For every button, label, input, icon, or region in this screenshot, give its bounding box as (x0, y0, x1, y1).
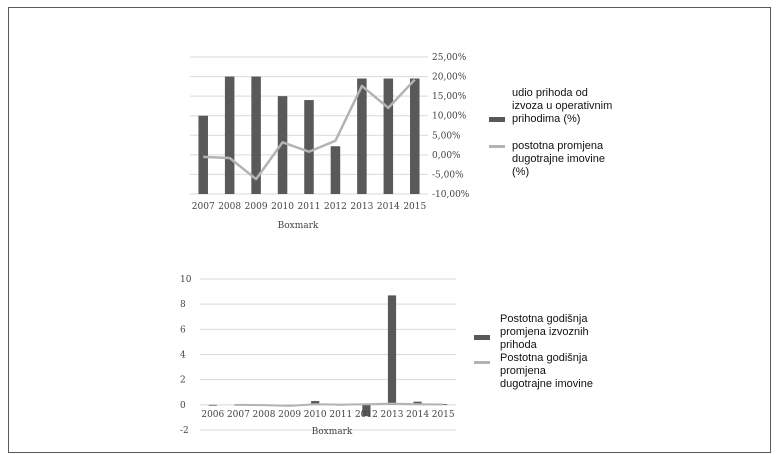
chart-1-x-tick-label: 2014 (377, 202, 400, 212)
chart-2-y-tick-label: 8 (180, 300, 186, 310)
chart-2-x-tick-label: 2010 (304, 410, 327, 420)
chart-2-y-tick-label: 4 (180, 351, 186, 361)
chart-2-bars (208, 295, 448, 417)
chart-1-y-tick-label: -5,00% (432, 170, 464, 180)
chart-1-legend-line-swatch (489, 145, 505, 148)
chart-2-legend-line-line-1: Postotna godišnja (500, 352, 588, 364)
chart-2-x-tick-label: 2008 (253, 410, 276, 420)
chart-2-legend-bar-line-3: prihoda (500, 339, 538, 351)
chart-2-x-tick-label: 2015 (432, 410, 455, 420)
chart-1-y-ticks: 25,00% 20,00% 15,00% 10,00% 5,00% 0,00% -5,00%… (432, 53, 470, 200)
chart-1-x-tick-label: 2009 (245, 202, 268, 212)
chart-2-legend-bar-swatch (474, 335, 490, 340)
chart-1-legend-line-line-2: dugotrajne imovine (512, 153, 605, 165)
chart-2-series-line (238, 402, 444, 407)
chart-2-legend-line-swatch (474, 361, 490, 364)
chart-2-bar (387, 295, 397, 405)
chart-2-y-tick-label: 2 (180, 376, 186, 386)
chart-1-x-tick-label: 2007 (192, 202, 215, 212)
chart-2-y-tick-label: 10 (180, 275, 192, 285)
chart-1-legend-line-line-1: postotna promjena (512, 140, 604, 152)
chart-1-y-tick-label: 10,00% (432, 112, 467, 122)
chart-1-y-tick-label: 20,00% (432, 73, 467, 83)
chart-2-x-ticks: 2006 2007 2008 2009 2010 2011 2012 2013 2014 2015 (201, 410, 455, 420)
chart-2-bar (439, 404, 448, 406)
chart-2-gridlines (200, 278, 456, 431)
chart-2-bar (208, 404, 217, 406)
chart-2-y-tick-label: 6 (180, 325, 186, 335)
chart-1-y-tick-label: 25,00% (432, 53, 467, 63)
chart-2-x-tick-label: 2013 (381, 410, 404, 420)
chart-2-legend-line-line-2: promjena (500, 365, 547, 377)
chart-2-x-tick-label: 2009 (278, 410, 301, 420)
chart-2-y-ticks: 10 8 6 4 2 0 -2 (180, 275, 192, 436)
chart-1-x-tick-label: 2011 (298, 202, 321, 212)
chart-1-x-axis-title: Boxmark (278, 221, 319, 231)
chart-1-bar (277, 96, 288, 194)
chart-1-bar (198, 115, 208, 194)
chart-2-legend-bar-line-2: promjena izvoznih (500, 326, 589, 338)
chart-1-y-tick-label: 5,00% (432, 131, 461, 141)
chart-1-legend-bar-line-2: izvoza u operativnim (512, 100, 612, 112)
chart-2-legend-line-line-3: dugotrajne imovine (500, 378, 593, 390)
chart-1-x-tick-label: 2010 (271, 202, 294, 212)
chart-1-x-ticks: 2007 2008 2009 2010 2011 2012 2013 2014 2015 (192, 202, 427, 212)
chart-2-y-tick-label: 0 (180, 401, 186, 411)
chart-1-line (203, 78, 416, 181)
chart-1-bar (410, 78, 420, 194)
chart-1-legend: udio prihoda od izvoza u operativnim pri… (489, 87, 612, 178)
chart-2-x-tick-label: 2014 (406, 410, 429, 420)
chart-2-legend-bar-line-1: Postotna godišnja (500, 313, 588, 325)
chart-1-bar (304, 100, 314, 194)
chart-2-line (238, 402, 444, 407)
chart-2-y-tick-label: -2 (180, 426, 189, 436)
chart-2-bar (311, 401, 320, 405)
chart-1-x-tick-label: 2008 (218, 202, 241, 212)
chart-1-x-tick-label: 2015 (403, 202, 426, 212)
chart-2-x-tick-label: 2012 (355, 410, 378, 420)
chart-2-legend: Postotna godišnja promjena izvoznih prih… (474, 313, 593, 390)
chart-2-x-tick-label: 2011 (329, 410, 352, 420)
chart-1-series-line (203, 78, 416, 181)
chart-1-bar (224, 76, 235, 194)
chart-1-bar (251, 76, 261, 194)
chart-2-x-tick-label: 2007 (227, 410, 250, 420)
chart-1-x-tick-label: 2012 (324, 202, 347, 212)
chart-1-legend-bar-line-1: udio prihoda od (512, 87, 588, 99)
chart-1-bars (198, 76, 420, 194)
chart-2-bar (362, 404, 371, 417)
chart-1-legend-bar-line-3: prihodima (%) (512, 113, 580, 125)
chart-1-y-tick-label: 0,00% (432, 151, 461, 161)
chart-1-bar (383, 78, 394, 194)
chart-1-bar (330, 146, 341, 194)
chart-1-x-tick-label: 2013 (350, 202, 373, 212)
chart-2-x-axis-title: Boxmark (312, 427, 353, 437)
chart-1-y-tick-label: 15,00% (432, 92, 467, 102)
chart-1-bar (357, 78, 367, 194)
chart-1: 25,00% 20,00% 15,00% 10,00% 5,00% 0,00% -5,00%… (190, 53, 612, 231)
chart-1-legend-bar-swatch (489, 117, 505, 122)
chart-1-legend-line-line-3: (%) (512, 166, 529, 178)
chart-1-y-tick-label: -10,00% (432, 190, 470, 200)
chart-2-x-tick-label: 2006 (201, 410, 224, 420)
